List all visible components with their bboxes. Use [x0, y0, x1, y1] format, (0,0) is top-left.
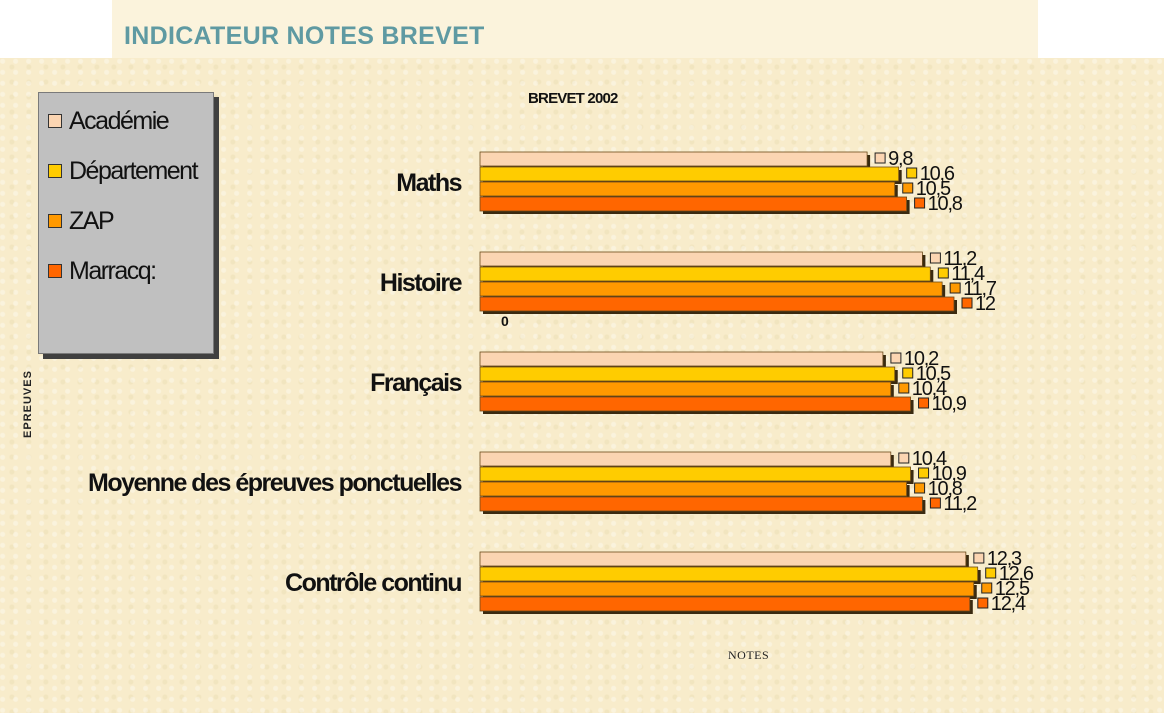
value-marker: [961, 297, 973, 309]
data-label: 9,8: [888, 148, 913, 170]
data-label: 12,3: [987, 548, 1022, 570]
category-label: Maths: [396, 169, 461, 197]
data-label: 10,5: [916, 363, 951, 385]
bar: [479, 251, 923, 267]
value-marker: [906, 167, 918, 179]
data-label: 10,6: [920, 163, 955, 185]
category-label: Moyenne des épreuves ponctuelles: [88, 469, 462, 497]
bar: [479, 466, 911, 482]
data-label: 10,8: [928, 193, 963, 215]
data-label: 10,8: [928, 478, 963, 500]
legend-item-zap: ZAP: [48, 206, 115, 236]
header-band: [112, 0, 1038, 60]
legend-item-marracq: Marracq:: [48, 256, 157, 286]
legend-label: Marracq:: [69, 256, 157, 285]
data-label: 10,4: [912, 378, 947, 400]
data-label: 12,6: [999, 563, 1034, 585]
bar: [479, 281, 943, 297]
bar: [479, 296, 955, 312]
data-label: 10,9: [932, 393, 967, 415]
value-marker: [977, 597, 989, 609]
bar: [479, 451, 892, 467]
value-marker: [929, 252, 941, 264]
data-label: 11,7: [963, 278, 997, 300]
data-label: 11,2: [943, 493, 977, 515]
bar: [479, 266, 931, 282]
chart-legend: Académie Département ZAP Marracq:: [38, 92, 214, 354]
legend-item-departement: Département: [48, 156, 199, 186]
bar: [479, 351, 884, 367]
value-marker: [902, 367, 914, 379]
value-marker: [898, 452, 910, 464]
data-label: 12,4: [991, 593, 1026, 615]
value-marker: [918, 397, 930, 409]
bar: [479, 481, 908, 497]
page-title: INDICATEUR NOTES BREVET: [124, 22, 485, 50]
bar: [479, 151, 868, 167]
bar: [479, 581, 975, 597]
bar: [479, 166, 900, 182]
value-marker: [949, 282, 961, 294]
data-label: 12,5: [995, 578, 1030, 600]
bar: [479, 551, 967, 567]
bar: [479, 381, 892, 397]
bar: [479, 566, 979, 582]
legend-label: Académie: [69, 106, 170, 135]
bar: [479, 596, 971, 612]
value-marker: [981, 582, 993, 594]
value-marker: [902, 182, 914, 194]
value-marker: [914, 482, 926, 494]
x-axis-label: NOTES: [728, 648, 770, 662]
bar: [479, 496, 923, 512]
value-marker: [937, 267, 949, 279]
value-marker: [914, 197, 926, 209]
x-axis-zero-tick: 0: [501, 313, 509, 329]
value-marker: [890, 352, 902, 364]
bar: [479, 196, 908, 212]
value-marker: [918, 467, 930, 479]
legend-item-academie: Académie: [48, 106, 170, 136]
value-marker: [874, 152, 886, 164]
value-marker: [898, 382, 910, 394]
legend-swatch: [48, 264, 62, 278]
legend-swatch: [48, 214, 62, 228]
bar: [479, 181, 896, 197]
category-label: Histoire: [380, 269, 463, 297]
legend-swatch: [48, 164, 62, 178]
chart-title: BREVET 2002: [528, 90, 618, 107]
category-label: Français: [370, 369, 461, 397]
data-label: 10,4: [912, 448, 947, 470]
data-label: 11,2: [943, 248, 977, 270]
legend-label: ZAP: [69, 206, 115, 235]
bar: [479, 366, 896, 382]
legend-swatch: [48, 114, 62, 128]
data-label: 10,5: [916, 178, 951, 200]
category-label: Contrôle continu: [285, 569, 461, 597]
data-label: 10,2: [904, 348, 939, 370]
data-label: 10,9: [932, 463, 967, 485]
value-marker: [929, 497, 941, 509]
data-label: 12: [975, 293, 996, 315]
value-marker: [973, 552, 985, 564]
bar: [479, 396, 911, 412]
value-marker: [985, 567, 997, 579]
data-label: 11,4: [951, 263, 985, 285]
legend-label: Département: [69, 156, 199, 185]
